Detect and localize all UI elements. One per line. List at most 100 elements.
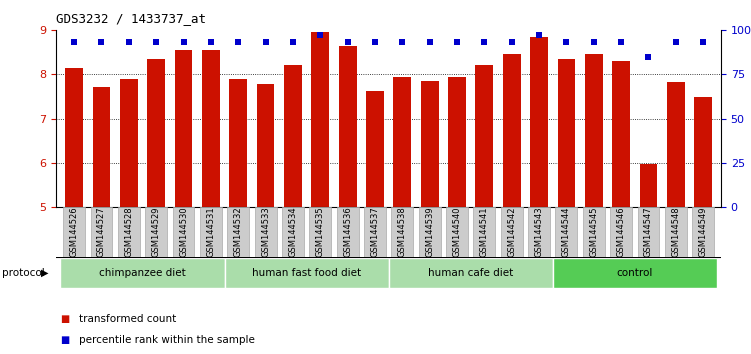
Bar bbox=[147, 59, 165, 207]
Text: GSM144540: GSM144540 bbox=[453, 207, 462, 257]
Point bbox=[670, 40, 682, 45]
Text: GSM144532: GSM144532 bbox=[234, 206, 243, 257]
Point bbox=[68, 40, 80, 45]
Point bbox=[505, 40, 517, 45]
Bar bbox=[120, 79, 137, 207]
Point bbox=[697, 40, 709, 45]
FancyBboxPatch shape bbox=[501, 207, 523, 257]
FancyBboxPatch shape bbox=[200, 207, 222, 257]
Point bbox=[588, 40, 600, 45]
Bar bbox=[65, 68, 83, 207]
Point bbox=[95, 40, 107, 45]
Text: GSM144538: GSM144538 bbox=[398, 206, 407, 257]
Point bbox=[314, 33, 326, 38]
Point bbox=[615, 40, 627, 45]
Text: GSM144546: GSM144546 bbox=[617, 206, 626, 257]
Text: protocol: protocol bbox=[2, 268, 45, 278]
FancyBboxPatch shape bbox=[336, 207, 358, 257]
Bar bbox=[175, 50, 192, 207]
Point bbox=[424, 40, 436, 45]
Text: human fast food diet: human fast food diet bbox=[252, 268, 361, 278]
Point bbox=[397, 40, 409, 45]
FancyBboxPatch shape bbox=[364, 207, 386, 257]
Bar bbox=[694, 97, 712, 207]
FancyBboxPatch shape bbox=[610, 207, 632, 257]
Bar bbox=[475, 65, 493, 207]
Point bbox=[177, 40, 189, 45]
Text: GSM144537: GSM144537 bbox=[370, 206, 379, 257]
Text: control: control bbox=[617, 268, 653, 278]
FancyBboxPatch shape bbox=[446, 207, 468, 257]
Text: GSM144528: GSM144528 bbox=[125, 206, 134, 257]
FancyBboxPatch shape bbox=[63, 207, 85, 257]
Text: GSM144526: GSM144526 bbox=[70, 206, 79, 257]
Text: GSM144539: GSM144539 bbox=[425, 206, 434, 257]
Point bbox=[123, 40, 135, 45]
Bar bbox=[284, 65, 302, 207]
Text: GSM144544: GSM144544 bbox=[562, 207, 571, 257]
Text: GSM144529: GSM144529 bbox=[152, 207, 161, 257]
Text: GDS3232 / 1433737_at: GDS3232 / 1433737_at bbox=[56, 12, 207, 25]
Text: GSM144548: GSM144548 bbox=[671, 206, 680, 257]
FancyBboxPatch shape bbox=[665, 207, 686, 257]
Bar bbox=[503, 55, 520, 207]
FancyBboxPatch shape bbox=[583, 207, 605, 257]
Text: GSM144533: GSM144533 bbox=[261, 206, 270, 257]
FancyBboxPatch shape bbox=[255, 207, 276, 257]
Bar bbox=[257, 84, 274, 207]
Bar bbox=[92, 87, 110, 207]
Bar bbox=[366, 91, 384, 207]
Text: ■: ■ bbox=[60, 314, 69, 324]
FancyBboxPatch shape bbox=[692, 207, 714, 257]
Bar bbox=[229, 79, 247, 207]
Bar bbox=[448, 76, 466, 207]
Text: GSM144534: GSM144534 bbox=[288, 206, 297, 257]
Text: GSM144547: GSM144547 bbox=[644, 206, 653, 257]
Text: transformed count: transformed count bbox=[79, 314, 176, 324]
Bar bbox=[585, 55, 602, 207]
FancyBboxPatch shape bbox=[528, 207, 550, 257]
Text: GSM144527: GSM144527 bbox=[97, 206, 106, 257]
Text: GSM144545: GSM144545 bbox=[590, 207, 599, 257]
Point bbox=[205, 40, 217, 45]
Point bbox=[150, 40, 162, 45]
Bar bbox=[312, 32, 329, 207]
FancyBboxPatch shape bbox=[556, 207, 578, 257]
Text: percentile rank within the sample: percentile rank within the sample bbox=[79, 335, 255, 345]
Point bbox=[287, 40, 299, 45]
Bar bbox=[394, 76, 412, 207]
Point bbox=[369, 40, 381, 45]
Bar bbox=[612, 61, 630, 207]
Text: GSM144530: GSM144530 bbox=[179, 206, 188, 257]
Point bbox=[232, 40, 244, 45]
Point bbox=[533, 33, 545, 38]
Text: GSM144536: GSM144536 bbox=[343, 206, 352, 257]
FancyBboxPatch shape bbox=[145, 207, 167, 257]
FancyBboxPatch shape bbox=[638, 207, 659, 257]
FancyBboxPatch shape bbox=[391, 207, 413, 257]
Bar bbox=[530, 37, 548, 207]
Point bbox=[342, 40, 354, 45]
FancyBboxPatch shape bbox=[389, 258, 553, 288]
Bar bbox=[202, 50, 220, 207]
Text: GSM144542: GSM144542 bbox=[507, 207, 516, 257]
FancyBboxPatch shape bbox=[473, 207, 496, 257]
Text: human cafe diet: human cafe diet bbox=[428, 268, 514, 278]
Text: ■: ■ bbox=[60, 335, 69, 345]
FancyBboxPatch shape bbox=[118, 207, 140, 257]
Text: GSM144543: GSM144543 bbox=[535, 206, 544, 257]
Text: GSM144535: GSM144535 bbox=[315, 206, 324, 257]
Text: ▶: ▶ bbox=[41, 268, 49, 278]
FancyBboxPatch shape bbox=[91, 207, 113, 257]
FancyBboxPatch shape bbox=[309, 207, 331, 257]
Point bbox=[642, 54, 654, 59]
FancyBboxPatch shape bbox=[419, 207, 441, 257]
Bar bbox=[421, 81, 439, 207]
Text: GSM144531: GSM144531 bbox=[207, 206, 216, 257]
Bar bbox=[339, 46, 357, 207]
Bar bbox=[640, 164, 657, 207]
Point bbox=[478, 40, 490, 45]
Bar bbox=[667, 82, 685, 207]
FancyBboxPatch shape bbox=[553, 258, 717, 288]
Text: GSM144549: GSM144549 bbox=[698, 207, 707, 257]
